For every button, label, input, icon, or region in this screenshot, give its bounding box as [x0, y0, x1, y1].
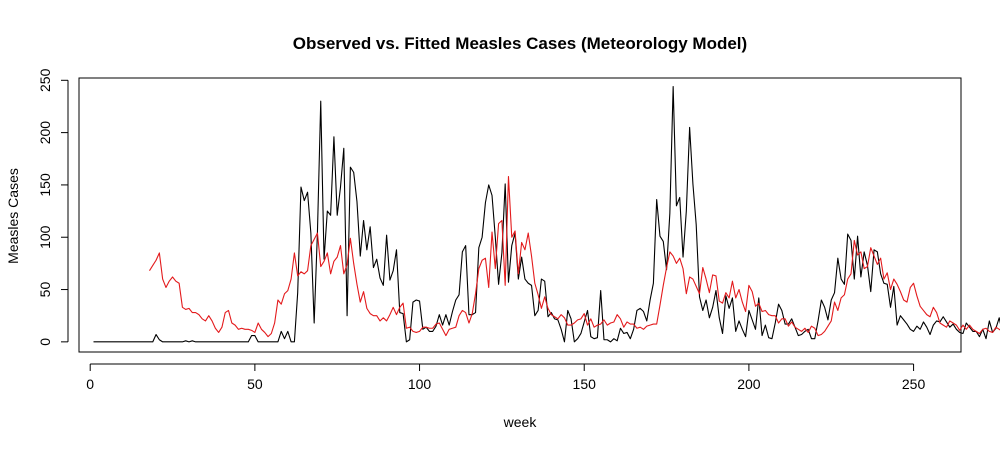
y-axis-label: Measles Cases	[5, 168, 21, 264]
chart-title: Observed vs. Fitted Measles Cases (Meteo…	[293, 34, 747, 53]
y-tick-label: 100	[37, 225, 53, 249]
x-tick-label: 50	[247, 376, 263, 392]
y-tick-label: 200	[37, 121, 53, 145]
series-line-1	[93, 86, 1000, 343]
y-axis: 0 50 100 150 200 250	[37, 68, 69, 346]
series-layer	[93, 86, 1000, 343]
y-tick-label: 50	[37, 282, 53, 298]
y-tick-label: 150	[37, 173, 53, 197]
x-tick-label: 250	[902, 376, 926, 392]
series-line-2	[149, 176, 1000, 338]
x-axis-label: week	[503, 414, 538, 430]
x-axis: 0 50 100 150 200 250	[86, 363, 926, 392]
x-tick-label: 0	[86, 376, 94, 392]
x-tick-label: 150	[573, 376, 597, 392]
plot-frame	[78, 77, 962, 353]
y-tick-label: 250	[37, 68, 53, 92]
x-tick-label: 200	[737, 376, 761, 392]
x-tick-label: 100	[408, 376, 432, 392]
y-tick-label: 0	[37, 338, 53, 346]
